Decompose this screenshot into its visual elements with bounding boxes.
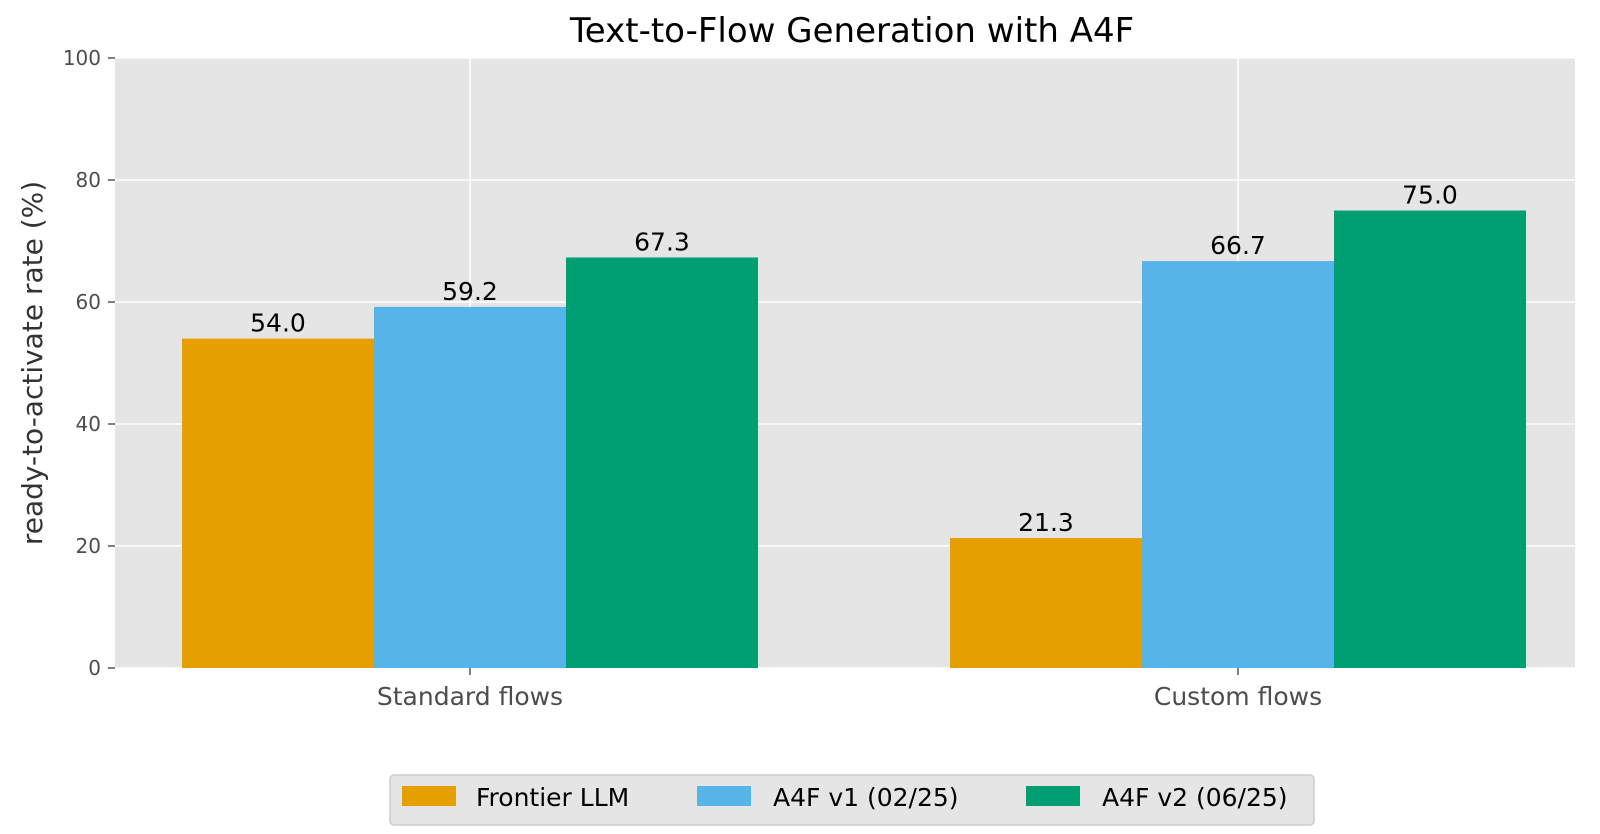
bar — [566, 257, 758, 668]
bar — [182, 338, 374, 668]
data-labels: 54.0 59.2 67.3 21.3 66.7 75.0 — [250, 181, 1458, 538]
legend-label: A4F v2 (06/25) — [1102, 783, 1288, 812]
bar — [1334, 210, 1526, 668]
legend-label: A4F v1 (02/25) — [773, 783, 959, 812]
y-tick-label: 20 — [76, 534, 101, 558]
y-axis-label: ready-to-activate rate (%) — [16, 181, 49, 545]
y-tick-label: 80 — [76, 168, 101, 192]
legend-label: Frontier LLM — [476, 783, 629, 812]
legend-frame — [389, 774, 1315, 826]
x-tick-label: Custom flows — [1154, 682, 1322, 711]
y-tick-label: 0 — [88, 656, 101, 680]
legend: Frontier LLM A4F v1 (02/25) A4F v2 (06/25) — [389, 774, 1315, 826]
legend-swatch — [697, 786, 751, 806]
bar — [1142, 261, 1334, 668]
y-tick-label: 100 — [63, 46, 101, 70]
data-label: 75.0 — [1402, 181, 1458, 210]
y-tick-label: 40 — [76, 412, 101, 436]
data-label: 59.2 — [442, 277, 498, 306]
bars — [182, 210, 1526, 668]
y-tick-label: 60 — [76, 290, 101, 314]
data-label: 66.7 — [1210, 231, 1266, 260]
legend-swatch — [402, 786, 456, 806]
legend-swatch — [1026, 786, 1080, 806]
bar — [374, 306, 566, 668]
data-label: 54.0 — [250, 309, 306, 338]
data-label: 21.3 — [1018, 508, 1074, 537]
x-tick-label: Standard flows — [377, 682, 563, 711]
bar — [950, 538, 1142, 668]
chart-title: Text-to-Flow Generation with A4F — [569, 11, 1134, 51]
x-axis: Standard flows Custom flows — [377, 668, 1322, 711]
y-axis: 0 20 40 60 80 100 — [63, 46, 115, 680]
data-label: 67.3 — [634, 227, 690, 256]
